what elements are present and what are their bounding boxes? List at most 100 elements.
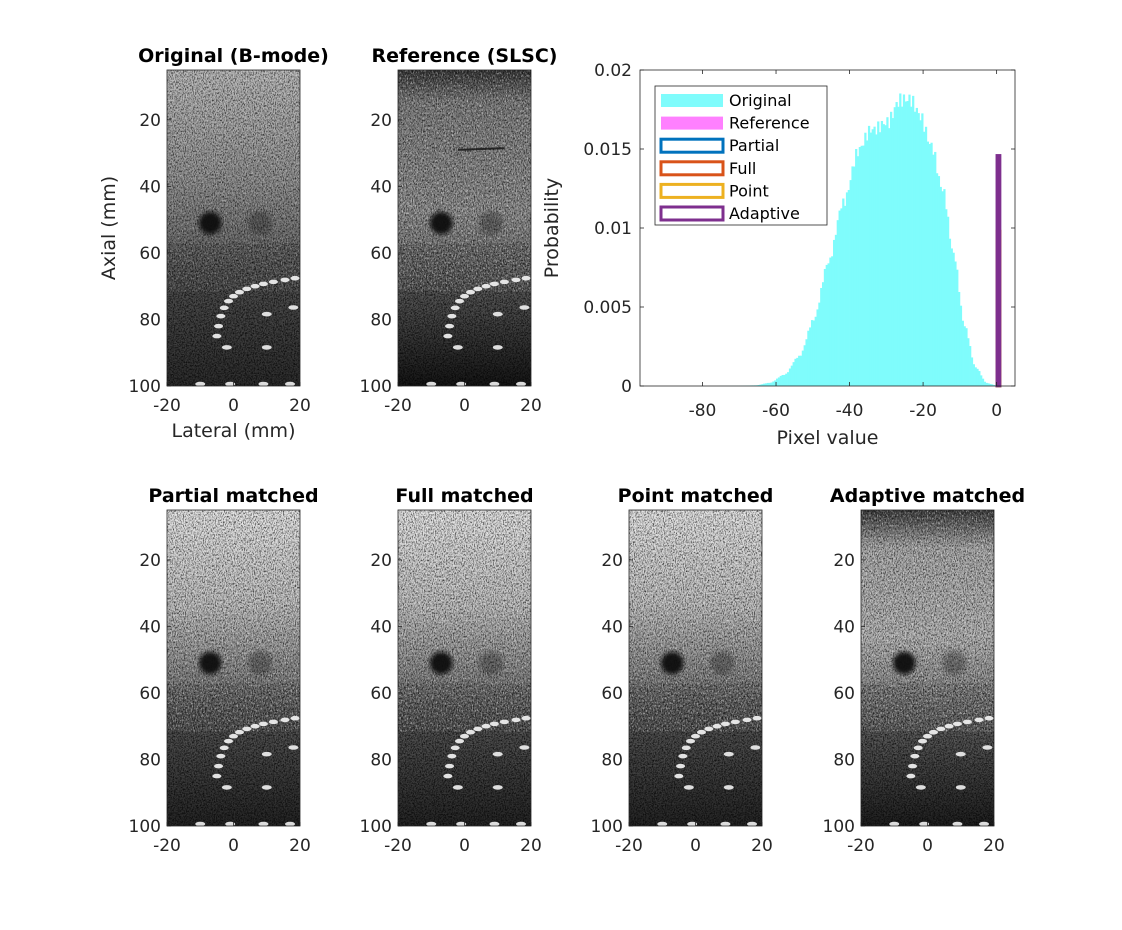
legend-swatch-adaptive <box>659 205 725 222</box>
y-tick-label: 100 <box>129 817 161 837</box>
panel-title: Original (B-mode) <box>138 45 329 67</box>
point-target <box>229 293 238 299</box>
histogram-bar-original <box>867 125 871 387</box>
histogram-bar-original <box>891 118 895 386</box>
histogram-bar-original <box>967 338 970 386</box>
point-target <box>212 333 222 339</box>
legend-swatch-point <box>659 182 725 199</box>
histogram-bar-original <box>776 378 779 386</box>
histogram-bar-original <box>969 346 972 386</box>
point-target <box>234 729 244 735</box>
point-target <box>258 821 269 826</box>
x-tick-label: 0 <box>228 836 239 856</box>
histogram-bar-original <box>926 141 930 386</box>
histogram-bar-original <box>972 364 975 386</box>
point-target <box>242 726 252 732</box>
point-target <box>221 785 232 790</box>
histogram-bar-original <box>757 384 760 386</box>
panel-point: Point matched 20 40 60 80 100-20 0 20 <box>591 485 774 856</box>
point-target <box>285 821 296 826</box>
point-target <box>519 745 530 750</box>
y-tick-label: 40 <box>139 617 161 637</box>
point-target <box>519 305 530 310</box>
point-target <box>261 751 272 757</box>
point-target <box>195 381 206 386</box>
point-target <box>955 785 966 790</box>
point-target <box>489 381 500 386</box>
y-tick-label: 20 <box>833 551 855 571</box>
y-tick-label: 20 <box>139 111 161 131</box>
histogram-bar-original <box>904 101 907 386</box>
lesion-hypoechoic <box>942 651 967 675</box>
point-image <box>629 510 762 826</box>
histogram-bar-original <box>912 95 915 386</box>
x-tick-label: 0 <box>459 396 470 416</box>
speckle-bright <box>398 70 531 292</box>
histogram-bar-original <box>890 111 893 387</box>
point-target <box>455 738 465 744</box>
histogram-bar-original <box>827 263 830 386</box>
histogram-bar-original <box>877 121 880 387</box>
point-target <box>516 821 527 826</box>
point-target <box>489 721 499 727</box>
point-target <box>683 785 694 790</box>
histogram-bar-original <box>759 384 762 386</box>
x-tick-label: 0 <box>922 836 933 856</box>
histogram-bar-original <box>847 189 850 386</box>
histogram-bar-original <box>928 144 931 386</box>
histogram-bar-original <box>956 269 959 386</box>
histogram-bar-original <box>981 378 985 386</box>
adaptive-image <box>861 510 994 826</box>
point-target <box>285 381 296 386</box>
point-target <box>521 275 531 281</box>
point-target <box>742 717 752 723</box>
series-original <box>711 93 996 387</box>
point-target <box>511 277 521 283</box>
x-tick-label: 20 <box>289 836 311 856</box>
panel-reference: Reference (SLSC) 20 40 60 80 100-20 0 20 <box>360 45 558 416</box>
point-target <box>915 785 926 790</box>
histogram-bar-original <box>948 238 952 386</box>
histogram-bar-original <box>788 368 792 386</box>
histogram-bar-original <box>812 320 816 386</box>
y-tick-label: 60 <box>139 684 161 704</box>
histogram-bar-original <box>888 128 891 386</box>
point-target <box>258 381 269 386</box>
histogram-bar-original <box>934 151 937 386</box>
point-target <box>962 719 972 725</box>
histogram-bar-original <box>821 282 825 386</box>
y-tick-label: 60 <box>833 684 855 704</box>
point-target <box>516 381 527 386</box>
histogram-bar-original <box>816 309 819 386</box>
x-tick-label: -20 <box>384 836 412 856</box>
histogram-spike-adaptive <box>995 154 1002 388</box>
point-target <box>460 293 469 299</box>
point-target <box>447 753 457 759</box>
y-tick-label: 40 <box>139 177 161 197</box>
x-tick-label: -60 <box>762 401 790 421</box>
lesion-hypoechoic <box>479 211 504 235</box>
histogram-bar-original <box>937 176 941 386</box>
y-tick-label: 20 <box>139 551 161 571</box>
histogram-bar-original <box>970 357 974 386</box>
histogram-bar-original <box>974 367 977 386</box>
histogram-bar-original <box>985 382 988 386</box>
y-tick-label: 0.015 <box>583 140 632 160</box>
point-target <box>952 821 963 826</box>
point-target <box>258 721 268 727</box>
point-target <box>752 715 762 721</box>
point-target <box>473 286 483 292</box>
point-target <box>979 821 990 826</box>
histogram-bar-original <box>884 125 887 386</box>
point-target <box>910 753 920 759</box>
y-tick-label: 60 <box>370 684 392 704</box>
histogram-bar-original <box>919 120 922 387</box>
histogram-bar-original <box>799 355 803 386</box>
histogram-bar-original <box>992 384 996 386</box>
x-tick-label: -20 <box>615 836 643 856</box>
x-tick-label: 20 <box>520 836 542 856</box>
point-target <box>918 738 928 744</box>
histogram-bar-original <box>924 126 928 387</box>
point-target <box>234 289 244 295</box>
histogram-bar-original <box>858 147 861 386</box>
